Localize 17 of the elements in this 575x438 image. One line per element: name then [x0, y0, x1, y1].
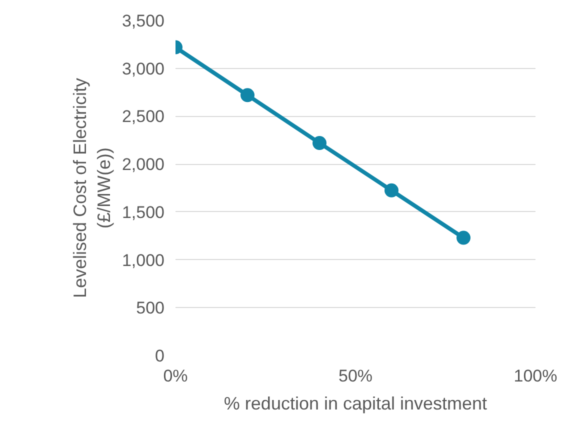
y-tick-label: 0 — [155, 346, 165, 366]
y-tick-label: 2,000 — [122, 155, 165, 174]
y-tick-label: 2,500 — [122, 107, 165, 126]
y-tick-label: 3,000 — [122, 59, 165, 78]
point — [384, 183, 398, 198]
y-tick-label: 3,500 — [122, 12, 165, 30]
point — [240, 88, 254, 102]
y-tick-label: 1,500 — [122, 202, 165, 222]
x-axis-title: % reduction in capital investment — [224, 394, 488, 414]
y-tick-label: 500 — [136, 298, 165, 318]
y-axis-title: Levelised Cost of Electricity (£/MW(e)) — [70, 78, 114, 298]
y-tick-label: 1,000 — [122, 250, 165, 270]
x-tick-label: 100% — [514, 366, 558, 386]
point — [456, 230, 470, 245]
x-tick-label: 50% — [338, 366, 373, 386]
point — [312, 136, 326, 150]
x-tick-label: 0% — [163, 366, 188, 386]
